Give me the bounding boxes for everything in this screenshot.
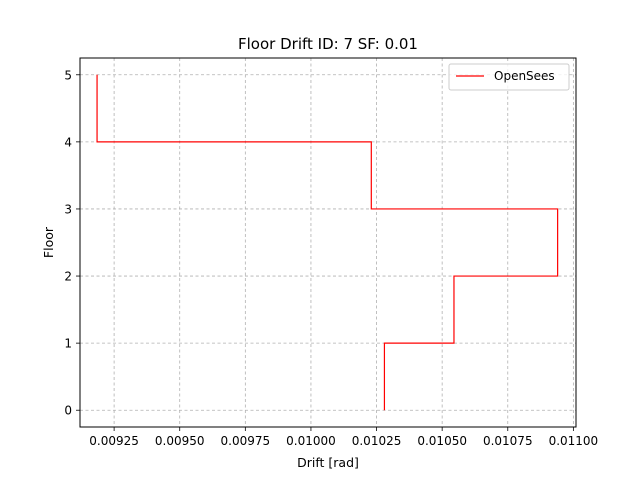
x-tick-label: 0.01050 (417, 434, 467, 448)
ticks: 0.00925 0.00950 0.00975 0.01000 0.01025 0.010… (64, 68, 598, 448)
x-tick-label: 0.01025 (352, 434, 402, 448)
y-tick-label: 5 (64, 68, 72, 82)
chart-title: Floor Drift ID: 7 SF: 0.01 (238, 35, 418, 53)
y-tick-label: 1 (64, 337, 72, 351)
y-tick-label: 2 (64, 270, 72, 284)
plot-frame (79, 57, 577, 428)
legend-box (448, 63, 570, 91)
series-layer (96, 74, 559, 411)
legend: OpenSees (448, 63, 570, 91)
series-line-opensees (96, 74, 559, 411)
x-tick-label: 0.00925 (89, 434, 139, 448)
x-tick-label: 0.00950 (155, 434, 205, 448)
x-tick-label: 0.00975 (221, 434, 271, 448)
y-axis-label: Floor (41, 226, 56, 258)
y-tick-label: 0 (64, 404, 72, 418)
y-tick-label: 3 (64, 202, 72, 216)
x-axis-label: Drift [rad] (297, 455, 359, 470)
x-tick-label: 0.01100 (549, 434, 599, 448)
legend-label-opensees: OpenSees (494, 69, 555, 83)
y-tick-label: 4 (64, 135, 72, 149)
grid-lines (80, 58, 576, 427)
x-tick-label: 0.01000 (286, 434, 336, 448)
x-tick-label: 0.01075 (483, 434, 533, 448)
